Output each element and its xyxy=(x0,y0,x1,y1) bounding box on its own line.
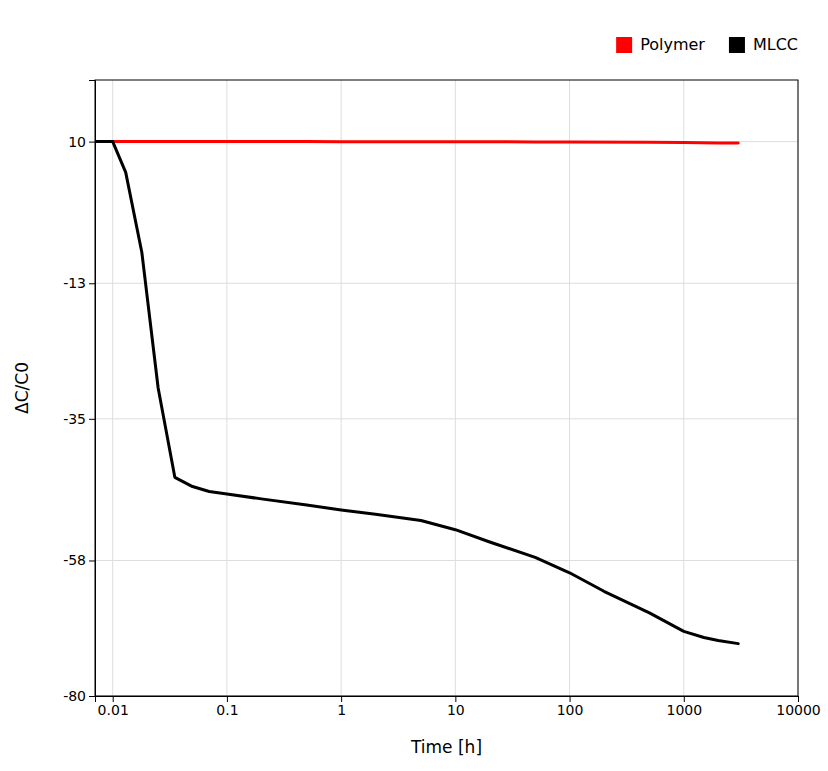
series-line xyxy=(95,142,738,644)
y-tick-mark xyxy=(89,142,95,143)
y-axis-title: ΔC/C0 xyxy=(12,362,32,414)
x-grid-line xyxy=(341,80,342,696)
y-tick-mark xyxy=(89,560,95,561)
legend-label: Polymer xyxy=(640,35,705,54)
y-tick-mark xyxy=(89,696,95,697)
x-tick-label: 0.1 xyxy=(216,702,238,718)
y-tick-label: -80 xyxy=(63,688,86,704)
legend-swatch xyxy=(616,37,632,53)
y-grid-line xyxy=(95,560,798,561)
x-tick: 10 xyxy=(447,696,465,718)
y-grid-line xyxy=(95,283,798,284)
legend-item: MLCC xyxy=(729,35,798,54)
x-tick: 10000 xyxy=(776,696,821,718)
legend-label: MLCC xyxy=(753,35,798,54)
x-tick-label: 10000 xyxy=(776,702,821,718)
legend-swatch xyxy=(729,37,745,53)
y-tick: -58 xyxy=(63,552,95,568)
y-axis-line xyxy=(89,81,96,697)
y-axis: 10 -13 -35 -58 -80 xyxy=(63,81,95,704)
y-tick-label: -13 xyxy=(63,275,86,291)
x-axis: 0.01 0.1 1 10 100 1000 10000 xyxy=(96,696,821,718)
x-tick: 0.1 xyxy=(216,696,238,718)
x-tick-label: 1000 xyxy=(666,702,702,718)
series-lines xyxy=(95,142,738,644)
x-grid-line xyxy=(683,80,684,696)
y-tick-mark xyxy=(89,419,95,420)
plot-frame xyxy=(95,80,798,696)
x-grid-line xyxy=(455,80,456,696)
x-tick: 0.01 xyxy=(98,696,129,718)
x-grid-line xyxy=(112,80,113,696)
y-tick: 10 xyxy=(68,134,95,150)
legend-item: Polymer xyxy=(616,35,705,54)
plot-area: 0.01 0.1 1 10 100 1000 10000 10 -13 -35 -58 -80 xyxy=(63,80,821,718)
chart: 0.01 0.1 1 10 100 1000 10000 10 -13 -35 -58 -80 Time… xyxy=(0,0,828,771)
series-line xyxy=(95,142,738,143)
x-tick-label: 100 xyxy=(557,702,584,718)
x-tick: 1000 xyxy=(666,696,702,718)
x-tick-label: 0.01 xyxy=(98,702,129,718)
x-tick: 100 xyxy=(557,696,584,718)
x-tick-label: 10 xyxy=(447,702,465,718)
x-tick: 1 xyxy=(337,696,346,718)
y-tick: -35 xyxy=(63,411,95,427)
x-grid-line xyxy=(569,80,570,696)
grid xyxy=(95,80,798,696)
y-tick: -80 xyxy=(63,688,95,704)
y-tick-label: 10 xyxy=(68,134,86,150)
x-tick-label: 1 xyxy=(337,702,346,718)
y-grid-line xyxy=(95,418,798,419)
y-grid-line xyxy=(95,141,798,142)
y-tick-label: -58 xyxy=(63,552,86,568)
legend: Polymer MLCC xyxy=(616,35,798,54)
y-tick-mark xyxy=(89,283,95,284)
x-grid-line xyxy=(226,80,227,696)
x-axis-title: Time [h] xyxy=(410,737,482,757)
y-tick: -13 xyxy=(63,275,95,291)
y-tick-label: -35 xyxy=(63,411,86,427)
